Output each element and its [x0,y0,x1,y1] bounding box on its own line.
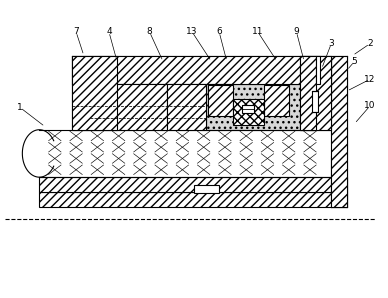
Bar [331,55,347,207]
Text: 2: 2 [367,39,373,48]
Bar [242,105,254,114]
Bar [233,99,263,125]
Bar [39,192,347,207]
Text: 6: 6 [216,27,222,36]
Bar [300,55,316,130]
Text: 11: 11 [252,27,263,36]
Bar [167,84,206,130]
Bar [72,55,117,130]
Text: 12: 12 [364,75,376,84]
Bar [312,91,318,112]
Text: 4: 4 [106,27,112,36]
Bar [208,84,231,97]
Bar [263,85,289,117]
Bar [206,84,316,130]
Bar [208,84,231,97]
Text: 13: 13 [186,27,198,36]
Bar [208,85,233,117]
Bar [72,84,167,130]
Bar [72,55,331,84]
Bar [300,55,331,130]
Text: 10: 10 [364,102,376,111]
Text: 7: 7 [73,27,79,36]
Text: 9: 9 [294,27,299,36]
Text: 1: 1 [17,103,23,112]
Text: 3: 3 [328,39,334,48]
Bar [316,55,320,84]
Text: 8: 8 [147,27,152,36]
Text: 5: 5 [352,57,357,66]
Bar [39,177,347,192]
Bar [194,184,219,193]
